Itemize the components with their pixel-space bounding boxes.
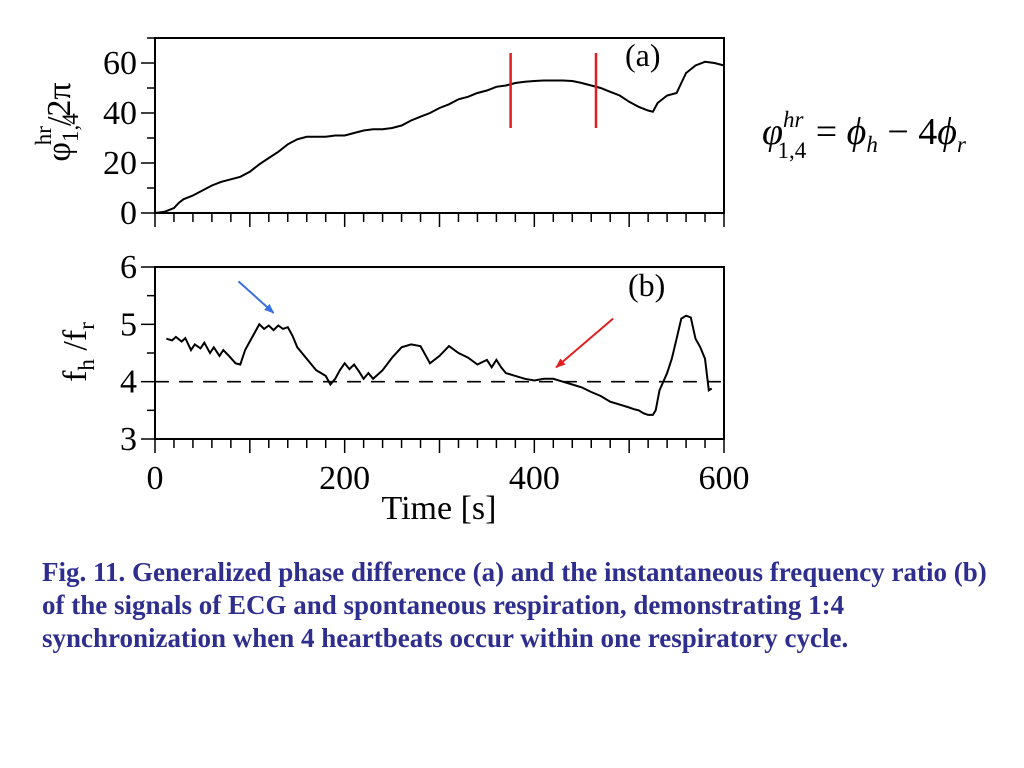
- y-tick-label: 5: [120, 306, 137, 343]
- formula-rhs-phi-r: ϕ: [937, 111, 957, 153]
- formula-phi: φ: [762, 111, 783, 153]
- formula-sup: hr: [783, 107, 805, 132]
- panel-b-label: (b): [628, 267, 665, 303]
- frequency-ratio-line: [166, 314, 713, 416]
- ylabel-sup: hr: [31, 126, 56, 146]
- x-tick-label: 600: [699, 460, 750, 497]
- panel-a-ylabel: φ1,4hr/2π: [31, 82, 83, 161]
- formula-rhs-sub-h: h: [866, 132, 878, 157]
- panel-b-arrows: [237, 280, 614, 369]
- panel-a-label: (a): [625, 37, 661, 73]
- panel-b: 3 4 5 6 0 200 400 600 (b) fh /fr Time [s]: [57, 249, 750, 527]
- x-tick-label: 0: [147, 460, 164, 497]
- y-tick-label: 40: [103, 95, 137, 132]
- annotation-arrow: [555, 317, 614, 369]
- y-tick-label: 6: [120, 249, 137, 286]
- panel-a-ytick-labels: 0 20 40 60: [103, 45, 137, 232]
- y-tick-label: 0: [120, 195, 137, 232]
- ylabel-sub: 1,4: [58, 113, 83, 142]
- formula-sub: 1,4: [777, 138, 806, 163]
- panel-b-ytick-labels: 3 4 5 6: [120, 249, 137, 458]
- formula-rhs-phi-h: ϕ: [847, 111, 867, 153]
- annotation-arrow: [237, 280, 275, 314]
- ylabel-phi: φ: [41, 142, 78, 162]
- ylabel-tail: /2π: [41, 82, 78, 126]
- panel-a-ticks: [141, 37, 725, 227]
- y-tick-label: 3: [120, 421, 137, 458]
- formula-minus: − 4: [878, 111, 937, 153]
- x-tick-label: 400: [509, 460, 560, 497]
- panel-b-ticks: [141, 266, 725, 453]
- y-tick-label: 20: [103, 145, 137, 182]
- panel-a-markers: [509, 53, 598, 128]
- y-tick-label: 60: [103, 45, 137, 82]
- x-tick-label: 200: [319, 460, 370, 497]
- ylabel-fh: f: [57, 370, 94, 382]
- figure-caption: Fig. 11. Generalized phase difference (a…: [42, 557, 987, 653]
- formula-rhs-sub-r: r: [957, 132, 967, 157]
- panel-b-xtick-labels: 0 200 400 600: [147, 460, 750, 497]
- phase-difference-line: [154, 60, 725, 214]
- panel-a: 0 20 40 60 (a) φ1,4hr/2π: [31, 37, 725, 232]
- formula: φhr 1,4 = ϕh − 4ϕr: [762, 107, 967, 163]
- x-axis-title: Time [s]: [382, 490, 497, 527]
- y-tick-label: 4: [120, 364, 137, 401]
- formula-eq: =: [806, 111, 846, 153]
- ylabel-slash: /f: [57, 329, 94, 359]
- ylabel-fh-sub: h: [74, 359, 99, 371]
- panel-b-ylabel: fh /fr: [57, 322, 99, 382]
- ylabel-fr-sub: r: [74, 322, 99, 330]
